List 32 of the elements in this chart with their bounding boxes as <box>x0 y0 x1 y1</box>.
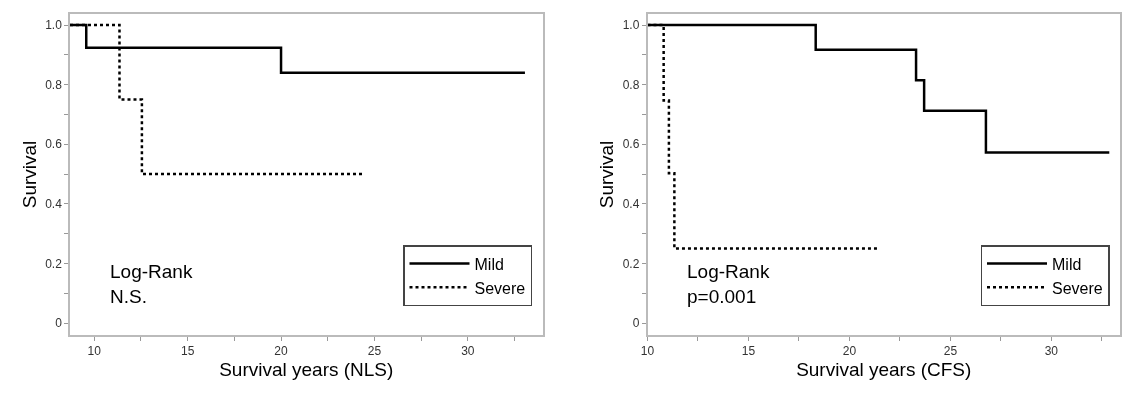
y-tick-label: 0.8 <box>622 77 640 92</box>
y-tick-label: 0.6 <box>622 137 640 152</box>
annotation: Log-Rank p=0.001 <box>687 261 770 307</box>
legend-label: Mild <box>1052 255 1082 273</box>
x-axis-title: Survival years (CFS) <box>796 359 972 381</box>
legend-label: Severe <box>474 279 526 297</box>
x-tick-label: 20 <box>274 344 289 359</box>
y-tick-label: 0 <box>55 316 63 331</box>
y-tick-label: 0.2 <box>622 256 640 271</box>
x-tick-label: 25 <box>943 344 958 359</box>
y-axis-title: Survival <box>18 140 40 209</box>
x-tick-label: 30 <box>461 344 475 359</box>
y-tick-label: 0.8 <box>45 77 63 92</box>
x-tick-label: 10 <box>87 344 102 359</box>
legend-label: Mild <box>474 255 504 273</box>
y-tick-label: 0 <box>632 316 640 331</box>
x-tick-label: 15 <box>741 344 756 359</box>
y-tick-label: 0.4 <box>45 197 63 212</box>
y-tick-label: 0.6 <box>45 137 63 152</box>
x-axis-title: Survival years (NLS) <box>219 359 394 381</box>
y-tick-label: 1.0 <box>45 18 63 33</box>
y-tick-label: 0.4 <box>622 197 640 212</box>
annotation: Log-Rank N.S. <box>110 261 193 307</box>
y-axis-title: Survival <box>596 140 618 209</box>
x-tick-label: 10 <box>640 344 655 359</box>
legend-label: Severe <box>1052 279 1103 297</box>
x-tick-label: 15 <box>180 344 195 359</box>
y-tick-label: 0.2 <box>45 256 63 271</box>
x-tick-label: 30 <box>1044 344 1059 359</box>
y-tick-label: 1.0 <box>622 18 640 33</box>
x-tick-label: 25 <box>367 344 382 359</box>
x-tick-label: 20 <box>842 344 857 359</box>
